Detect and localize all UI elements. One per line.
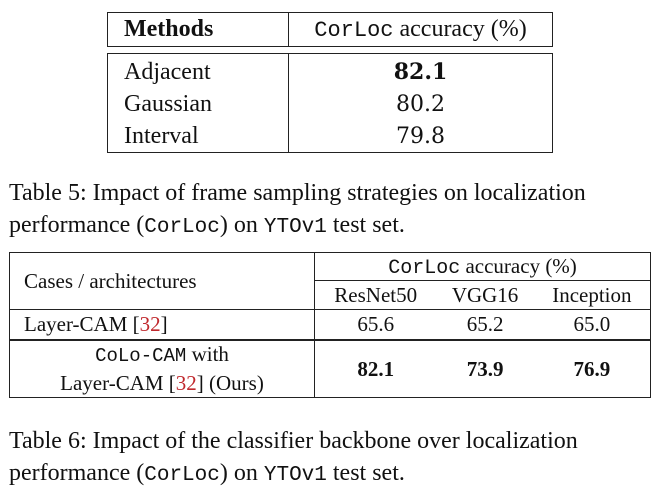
table-row: Adjacent 82.1 [107, 53, 553, 88]
corloc-mono: CorLoc [314, 18, 394, 43]
table5-header: Methods CorLoc accuracy (%) [107, 12, 553, 47]
caption-line: performance (CorLoc) on YTOv1 test set. [9, 209, 661, 244]
table5-methods-header: Methods [107, 12, 289, 47]
method-mono: CoLo-CAM [95, 345, 187, 367]
label-line: Layer-CAM [32] (Ours) [14, 370, 310, 397]
table6-group-header: CorLoc accuracy (%) [314, 252, 651, 281]
caption-line: performance (CorLoc) on YTOv1 test set. [9, 457, 661, 492]
label-text: ] (Ours) [196, 371, 264, 395]
label-text: Layer-CAM [ [60, 371, 176, 395]
caption-mono: CorLoc [144, 216, 220, 239]
table6-arch-header: VGG16 [451, 282, 519, 307]
label-text: ] [160, 312, 168, 336]
table5-caption: Table 5: Impact of frame sampling strate… [9, 177, 661, 244]
table6: Cases / architectures CorLoc accuracy (%… [9, 252, 651, 398]
table5-body: Adjacent 82.1 Gaussian 80.2 Interval 79.… [107, 53, 553, 153]
label-line: CoLo-CAM with [14, 341, 310, 370]
caption-line: Table 5: Impact of frame sampling strate… [9, 180, 586, 206]
caption-line: Table 6: Impact of the classifier backbo… [9, 428, 578, 454]
metric-suffix: accuracy (%) [460, 253, 577, 278]
table5-value: 82.1 [393, 59, 448, 85]
caption-text: performance ( [9, 212, 145, 238]
caption-text: performance ( [9, 460, 145, 486]
table5-method: Interval [107, 120, 289, 153]
table6-value: 65.2 [436, 309, 534, 340]
table5-metric-header: CorLoc accuracy (%) [289, 13, 553, 47]
citation-link[interactable]: 32 [175, 371, 197, 395]
table6-arch-header: Inception [552, 282, 632, 307]
caption-text: ) on [219, 212, 264, 238]
table-row: Gaussian 80.2 [107, 88, 553, 120]
caption-text: test set. [326, 460, 405, 486]
citation-link[interactable]: 32 [139, 312, 161, 336]
table6-arch-header: ResNet50 [334, 282, 418, 307]
label-text: Layer-CAM [ [24, 312, 140, 336]
table6-value: 65.0 [533, 309, 651, 340]
table-row: Layer-CAM [32] 65.6 65.2 65.0 [9, 309, 651, 340]
caption-mono: CorLoc [144, 464, 220, 487]
table-row: CoLo-CAM with Layer-CAM [32] (Ours) 82.1… [9, 339, 651, 398]
table6-cases-header: Cases / architectures [9, 252, 315, 310]
corloc-mono: CorLoc [388, 256, 461, 280]
table6-row-label: CoLo-CAM with Layer-CAM [32] (Ours) [9, 339, 315, 398]
table6-value: 73.9 [436, 339, 534, 398]
table5-method: Adjacent [107, 53, 289, 88]
caption-mono: YTOv1 [263, 464, 327, 487]
table-row: Interval 79.8 [107, 120, 553, 153]
table6-value: 65.6 [314, 309, 437, 340]
table6-caption: Table 6: Impact of the classifier backbo… [9, 425, 661, 492]
table5-value: 79.8 [396, 123, 445, 149]
label-text: with [186, 342, 229, 366]
metric-suffix: accuracy (%) [393, 16, 527, 42]
caption-mono: YTOv1 [263, 216, 327, 239]
caption-text: test set. [326, 212, 405, 238]
table6-value: 82.1 [314, 339, 437, 398]
table5-method: Gaussian [107, 88, 289, 120]
table5-value: 80.2 [396, 91, 445, 117]
table6-row-label: Layer-CAM [32] [9, 309, 315, 340]
table6-value: 76.9 [533, 339, 651, 398]
caption-text: ) on [219, 460, 264, 486]
